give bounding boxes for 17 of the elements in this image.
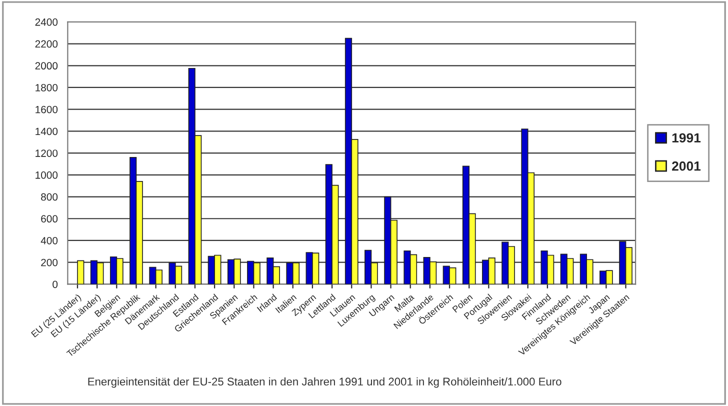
y-tick-label: 1800	[36, 84, 58, 92]
y-tick-label: 1400	[36, 128, 58, 136]
y-tick-label: 2200	[35, 40, 58, 48]
y-tick-label: 2400	[35, 18, 58, 26]
y-tick-label: 400	[40, 236, 58, 244]
y-tick-label: 200	[41, 258, 58, 266]
legend-label: 1991	[672, 133, 701, 143]
y-tick-label: 600	[41, 215, 58, 223]
text: Energieintensität der EU-25 Staaten in den Jahren 1991 und 2001 in kg Rohöleinheit/1.000 Euro	[88, 377, 562, 388]
legend-label: 2001	[672, 161, 701, 171]
bar	[77, 260, 84, 284]
y-tick-label: 2000	[35, 62, 58, 70]
y-tick-label: 1600	[36, 106, 58, 114]
y-tick-label: 0	[52, 280, 58, 288]
y-tick-label: 1000	[36, 171, 58, 179]
y-tick-label: 800	[41, 193, 58, 201]
y-tick-label: 1200	[36, 150, 58, 157]
